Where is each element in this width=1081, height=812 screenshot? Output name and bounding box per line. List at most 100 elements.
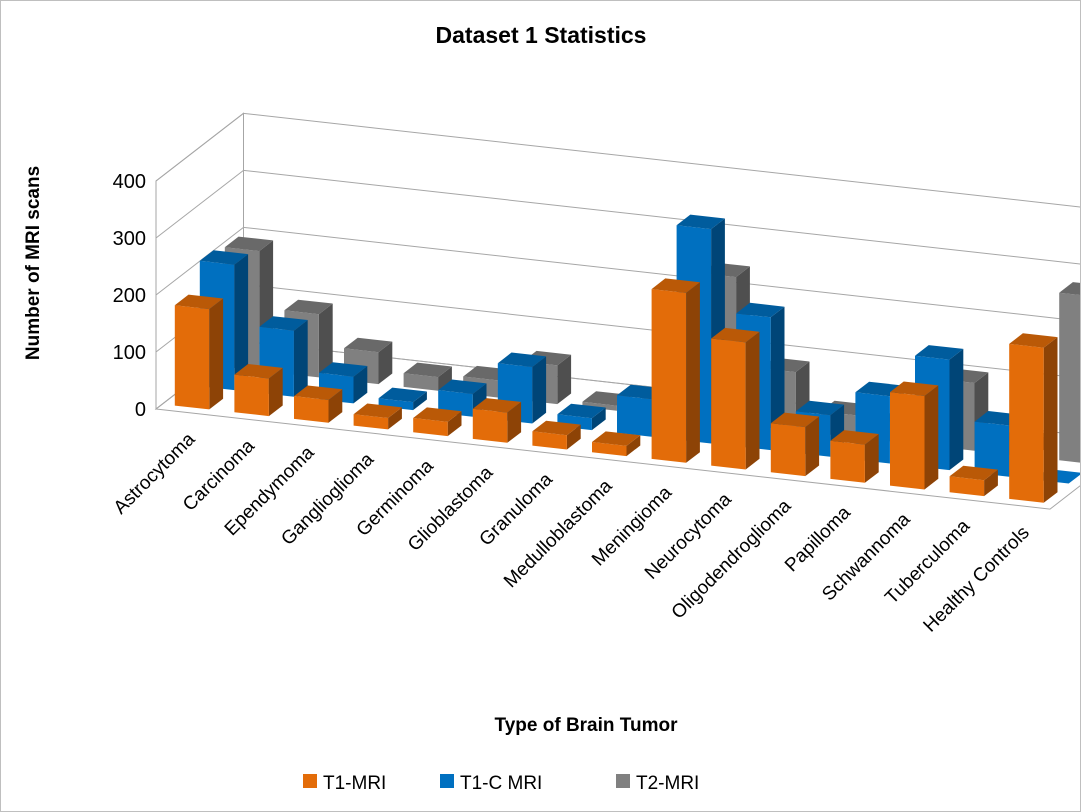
bar-front xyxy=(830,440,865,483)
bar-top xyxy=(651,278,700,293)
legend: T1-MRI T1-C MRI T2-MRI xyxy=(303,773,699,794)
bar-t1-mri-papilloma xyxy=(830,430,879,483)
bar-t1-mri-carcinoma xyxy=(234,364,283,417)
bar-t1-mri-schwannoma xyxy=(890,381,939,490)
bar-front xyxy=(403,373,439,391)
bar-top xyxy=(344,337,393,353)
y-tick-label: 200 xyxy=(113,285,146,307)
bar-top xyxy=(319,362,368,377)
bar-front xyxy=(234,374,269,417)
bar-side xyxy=(984,469,998,497)
bar-top xyxy=(413,407,462,422)
bar-top xyxy=(224,236,274,252)
bar-t1-mri-neurocytoma xyxy=(711,327,760,470)
bars-layer xyxy=(174,214,1080,503)
bar-top xyxy=(676,214,725,230)
gridline-side xyxy=(155,226,244,296)
bar-top xyxy=(284,299,333,315)
bar-side xyxy=(566,424,581,450)
bar-top xyxy=(949,465,998,481)
bar-top xyxy=(532,420,581,436)
legend-swatch-t2 xyxy=(616,774,630,788)
bar-top xyxy=(497,352,547,367)
bar-side xyxy=(293,320,308,397)
bar-front xyxy=(532,431,567,450)
gridline xyxy=(243,112,1080,208)
bar-front xyxy=(582,401,617,411)
bar-top xyxy=(592,431,641,446)
bar-t1-mri-glioblastoma xyxy=(472,398,522,443)
bar-t1-mri-tuberculoma xyxy=(949,465,998,497)
legend-label-t2: T2-MRI xyxy=(636,773,699,794)
bar-front xyxy=(1009,343,1044,503)
bar-t1-c-mri-glioblastoma xyxy=(497,352,547,424)
bar-t1-c-mri-ependymoma xyxy=(319,362,368,404)
bar-top xyxy=(557,403,606,419)
bar-top xyxy=(259,316,308,331)
bar-top xyxy=(403,362,452,378)
bar-t1-mri-ependymoma xyxy=(294,385,343,423)
y-axis-title: Number of MRI scans xyxy=(23,166,44,360)
bar-top xyxy=(353,403,402,418)
bar-side xyxy=(686,282,700,463)
bar-side xyxy=(209,298,224,410)
bar-side xyxy=(532,356,547,424)
bar-front xyxy=(651,289,687,463)
y-tick-label: 0 xyxy=(135,399,146,421)
bar-top xyxy=(830,430,879,445)
bar-side xyxy=(234,254,249,391)
bar-front xyxy=(592,442,627,457)
bar-t2-mri-healthy-controls xyxy=(1059,282,1080,463)
bar-side xyxy=(413,391,427,411)
bar-t1-mri-healthy-controls xyxy=(1009,333,1058,503)
bar-side xyxy=(507,401,522,443)
legend-swatch-t1c xyxy=(440,774,454,788)
bar-front xyxy=(174,305,210,410)
x-tick-label: Oligodendroglioma xyxy=(668,495,796,623)
bar-top xyxy=(890,381,939,396)
bar-top xyxy=(438,379,487,394)
bar-side xyxy=(268,367,283,417)
bar-t1-mri-meningioma xyxy=(651,278,700,463)
bar-front xyxy=(617,395,652,437)
x-axis-title: Type of Brain Tumor xyxy=(495,715,679,736)
bar-front xyxy=(472,408,508,443)
y-tick-label: 300 xyxy=(113,228,146,250)
bar-t1-mri-granuloma xyxy=(532,420,581,450)
bar-front xyxy=(949,476,985,497)
bar-front xyxy=(890,392,925,490)
bar-top xyxy=(174,294,224,310)
bar-front xyxy=(770,423,806,477)
bar-side xyxy=(864,434,879,483)
legend-label-t1c: T1-C MRI xyxy=(460,773,542,794)
bar-side xyxy=(770,306,785,451)
bar-front xyxy=(711,338,746,470)
bar-side xyxy=(388,407,402,430)
bar-top xyxy=(1059,282,1080,296)
bar-side xyxy=(591,407,606,431)
bar-side xyxy=(378,341,393,385)
bar-front xyxy=(1059,292,1080,463)
bar-side xyxy=(745,331,760,470)
y-tick-label: 100 xyxy=(113,342,146,364)
gridline-side xyxy=(155,169,244,239)
bar-top xyxy=(378,387,427,403)
bar-top xyxy=(1009,333,1058,348)
bar-t2-mri-ganglioglioma xyxy=(403,362,452,391)
bar-top xyxy=(294,385,343,400)
bar-side xyxy=(949,348,964,471)
bar-t1-mri-ganglioglioma xyxy=(353,403,402,430)
bar-t1-mri-oligodendroglioma xyxy=(770,412,820,477)
bar-side xyxy=(557,354,572,405)
bar-front xyxy=(974,421,1010,477)
bar-top xyxy=(199,250,249,265)
bar-t1-mri-germinoma xyxy=(413,407,462,437)
bar-side xyxy=(328,389,343,423)
bar-top xyxy=(915,345,964,360)
chart-title: Dataset 1 Statistics xyxy=(436,22,647,48)
bar-top xyxy=(711,327,760,343)
bar-front xyxy=(294,396,329,423)
bar-side xyxy=(1043,337,1058,503)
